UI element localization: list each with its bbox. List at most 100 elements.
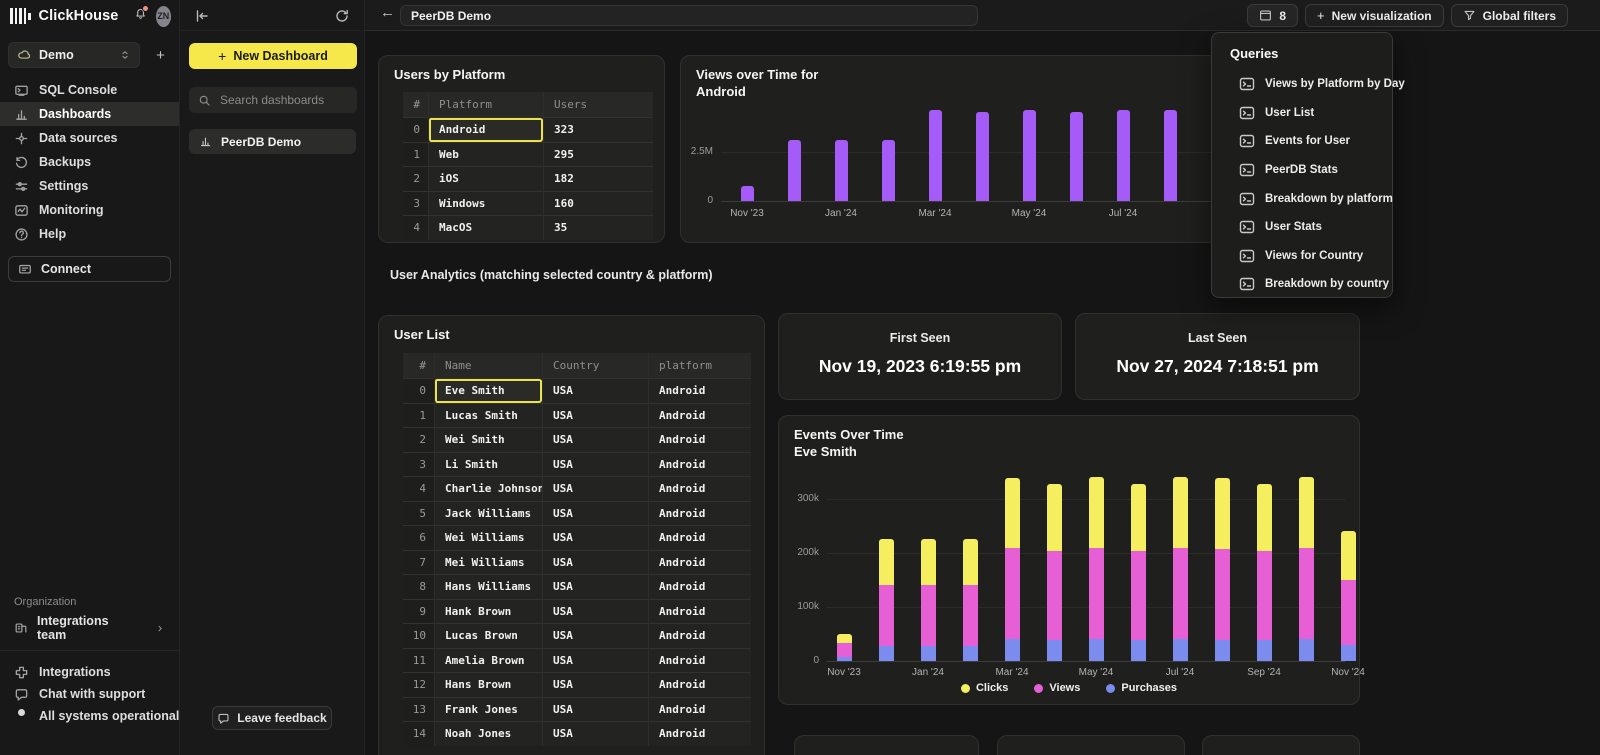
table-cell[interactable]: Wei Smith — [434, 427, 542, 452]
table-cell[interactable]: Android — [648, 574, 751, 599]
bar-segment-clicks[interactable] — [1004, 477, 1020, 548]
table-cell[interactable]: iOS — [428, 166, 543, 191]
bar-dec-23[interactable] — [787, 140, 801, 201]
refresh-icon[interactable] — [334, 8, 350, 24]
bar-segment-clicks[interactable] — [1340, 531, 1356, 580]
table-cell[interactable]: Windows — [428, 190, 543, 215]
bar-nov-23[interactable] — [740, 186, 754, 201]
table-cell[interactable]: Android — [648, 598, 751, 623]
legend-item-views[interactable]: Views — [1034, 682, 1080, 694]
table-cell[interactable]: USA — [542, 647, 648, 672]
query-item-user-stats[interactable]: User Stats — [1212, 213, 1392, 242]
sidebar-item-data-sources[interactable]: Data sources — [0, 126, 179, 150]
table-cell[interactable]: USA — [542, 378, 648, 403]
table-cell[interactable]: USA — [542, 451, 648, 476]
table-cell[interactable]: USA — [542, 672, 648, 697]
bar-segment-views[interactable] — [1004, 547, 1020, 640]
bar-jun-24[interactable] — [1069, 111, 1083, 201]
bar-segment-clicks[interactable] — [878, 538, 894, 586]
sidebar-footer-item-integrations[interactable]: Integrations — [0, 661, 179, 683]
sidebar-footer-item-chat-with-support[interactable]: Chat with support — [0, 683, 179, 705]
search-dashboards-input[interactable] — [218, 92, 338, 108]
avatar[interactable]: ZN — [155, 5, 171, 27]
table-cell[interactable]: USA — [542, 696, 648, 721]
bar-segment-views[interactable] — [1256, 550, 1272, 641]
bar-segment-views[interactable] — [920, 585, 936, 647]
bar-mar-24[interactable] — [928, 109, 942, 201]
dashboard-list-item-peerdb-demo[interactable]: PeerDB Demo — [189, 129, 356, 154]
table-cell[interactable]: USA — [542, 721, 648, 746]
table-cell[interactable]: Wei Williams — [434, 525, 542, 550]
sidebar-item-help[interactable]: Help — [0, 222, 179, 246]
bar-segment-purchases[interactable] — [1046, 640, 1062, 661]
table-cell[interactable]: Lucas Brown — [434, 623, 542, 648]
table-cell[interactable]: Hans Williams — [434, 574, 542, 599]
bar-segment-purchases[interactable] — [1298, 639, 1314, 661]
collapse-panel-icon[interactable] — [194, 8, 210, 24]
bar-segment-views[interactable] — [878, 585, 894, 646]
bar-segment-clicks[interactable] — [1088, 477, 1104, 548]
table-cell[interactable]: Hank Brown — [434, 598, 542, 623]
bar-segment-purchases[interactable] — [920, 646, 936, 661]
bar-segment-purchases[interactable] — [1088, 638, 1104, 661]
bar-segment-purchases[interactable] — [878, 645, 894, 661]
table-cell[interactable]: 323 — [543, 117, 653, 142]
table-cell[interactable]: USA — [542, 427, 648, 452]
table-cell[interactable]: 160 — [543, 190, 653, 215]
sidebar-item-sql-console[interactable]: SQL Console — [0, 78, 179, 102]
table-cell[interactable]: Android — [648, 378, 751, 403]
table-cell[interactable]: Android — [648, 647, 751, 672]
table-cell[interactable]: MacOS — [428, 215, 543, 240]
bar-segment-views[interactable] — [1130, 550, 1146, 641]
bar-segment-clicks[interactable] — [1172, 477, 1188, 548]
query-item-breakdown-by-platform[interactable]: Breakdown by platform — [1212, 184, 1393, 213]
bar-segment-views[interactable] — [1172, 547, 1188, 639]
bar-may-24[interactable] — [1022, 109, 1036, 201]
query-item-views-for-country[interactable]: Views for Country — [1212, 242, 1392, 271]
table-cell[interactable]: 182 — [543, 166, 653, 191]
table-cell[interactable]: Android — [648, 427, 751, 452]
bar-segment-views[interactable] — [1046, 550, 1062, 641]
bar-segment-clicks[interactable] — [1046, 483, 1062, 551]
table-cell[interactable]: Eve Smith — [434, 378, 542, 403]
table-cell[interactable]: Android — [648, 525, 751, 550]
bar-segment-purchases[interactable] — [1256, 640, 1272, 661]
bar-segment-views[interactable] — [836, 643, 852, 657]
table-cell[interactable]: USA — [542, 549, 648, 574]
bar-segment-clicks[interactable] — [1214, 478, 1230, 549]
bar-segment-purchases[interactable] — [962, 645, 978, 661]
legend-item-purchases[interactable]: Purchases — [1106, 682, 1177, 694]
bar-segment-clicks[interactable] — [920, 538, 936, 586]
table-cell[interactable]: Hans Brown — [434, 672, 542, 697]
table-cell[interactable]: 295 — [543, 141, 653, 166]
query-item-breakdown-by-country[interactable]: Breakdown by country — [1212, 270, 1392, 299]
sidebar-footer-item-all-systems-operational[interactable]: All systems operational — [0, 705, 179, 727]
notifications-bell-icon[interactable] — [134, 5, 149, 25]
table-cell[interactable]: USA — [542, 623, 648, 648]
table-cell[interactable]: USA — [542, 525, 648, 550]
visualization-count-button[interactable]: 8 — [1247, 4, 1299, 27]
bar-apr-24[interactable] — [975, 111, 989, 201]
table-cell[interactable]: Noah Jones — [434, 721, 542, 746]
query-item-views-by-platform-by-day[interactable]: Views by Platform by Day — [1212, 70, 1405, 99]
bar-segment-clicks[interactable] — [1256, 483, 1272, 551]
query-item-events-for-user[interactable]: Events for User — [1212, 127, 1392, 156]
table-cell[interactable]: Web — [428, 141, 543, 166]
query-item-user-list[interactable]: User List — [1212, 99, 1392, 128]
dashboard-title-input[interactable] — [400, 5, 978, 26]
table-cell[interactable]: USA — [542, 402, 648, 427]
bar-segment-purchases[interactable] — [1340, 644, 1356, 661]
leave-feedback-button[interactable]: Leave feedback — [212, 706, 332, 730]
bar-segment-views[interactable] — [962, 585, 978, 646]
table-cell[interactable]: Android — [648, 402, 751, 427]
add-service-button[interactable]: + — [156, 46, 165, 64]
bar-jan-24[interactable] — [834, 140, 848, 201]
bar-segment-views[interactable] — [1088, 547, 1104, 639]
table-cell[interactable]: USA — [542, 476, 648, 501]
bar-segment-purchases[interactable] — [1214, 639, 1230, 661]
table-cell[interactable]: Li Smith — [434, 451, 542, 476]
sidebar-item-dashboards[interactable]: Dashboards — [0, 102, 179, 126]
table-cell[interactable]: Android — [648, 549, 751, 574]
table-cell[interactable]: Frank Jones — [434, 696, 542, 721]
table-cell[interactable]: Android — [648, 451, 751, 476]
